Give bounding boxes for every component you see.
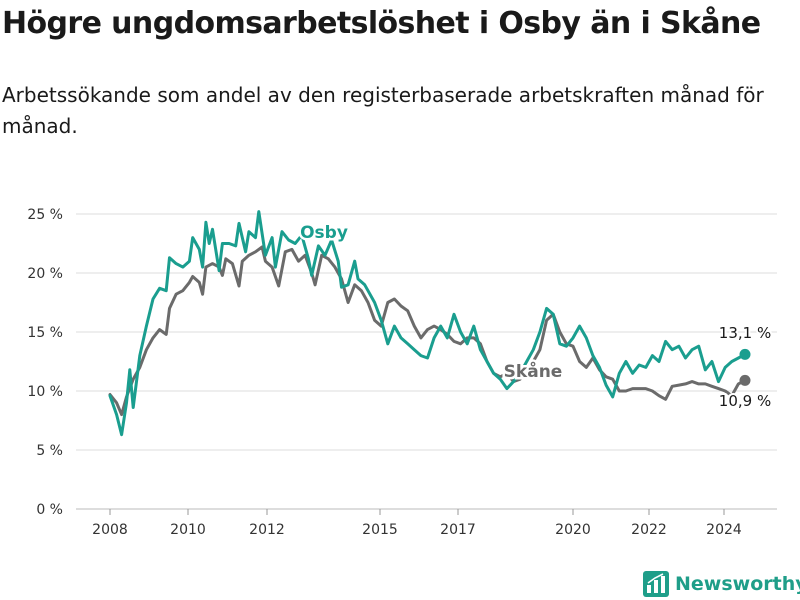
x-tick-label: 2022: [631, 522, 667, 538]
x-tick-label: 2017: [440, 522, 476, 538]
end-label-skane: 10,9 %: [719, 392, 771, 410]
series-label-skane: Skåne: [504, 360, 563, 382]
end-point-osby: [739, 348, 751, 360]
series-line-osby: [108, 210, 747, 437]
x-tick-label: 2015: [362, 522, 398, 538]
series-line-skane: [108, 245, 747, 417]
y-tick-label: 10 %: [27, 384, 63, 400]
chart-subtitle: Arbetssökande som andel av den registerb…: [2, 83, 764, 138]
label-layer: Osby Skåne 13,1 % 10,9 %: [298, 221, 774, 413]
x-tick-label: 2010: [170, 522, 206, 538]
x-tick-label: 2008: [92, 522, 128, 538]
y-tick-label: 20 %: [27, 266, 63, 282]
chart-title: Högre ungdomsarbetslöshet i Osby än i Sk…: [2, 6, 761, 41]
series-label-osby: Osby: [300, 223, 348, 243]
x-tick-label: 2024: [706, 522, 742, 538]
x-tick-label: 2020: [555, 522, 591, 538]
y-tick-label: 0 %: [36, 502, 63, 518]
y-tick-label: 5 %: [36, 443, 63, 459]
series-layer: [108, 210, 751, 437]
y-tick-label: 25 %: [27, 207, 63, 223]
x-tick-label: 2012: [249, 522, 285, 538]
end-label-osby: 13,1 %: [719, 324, 771, 342]
x-axis: 2008 2010 2012 2015 2017 2020 2022 2024: [92, 509, 742, 538]
end-point-skane: [739, 374, 751, 386]
brand-name: Newsworthy: [675, 573, 800, 595]
newsworthy-logo[interactable]: Newsworthy: [643, 570, 800, 598]
newsworthy-logo-icon: [643, 571, 669, 597]
y-tick-label: 15 %: [27, 325, 63, 341]
